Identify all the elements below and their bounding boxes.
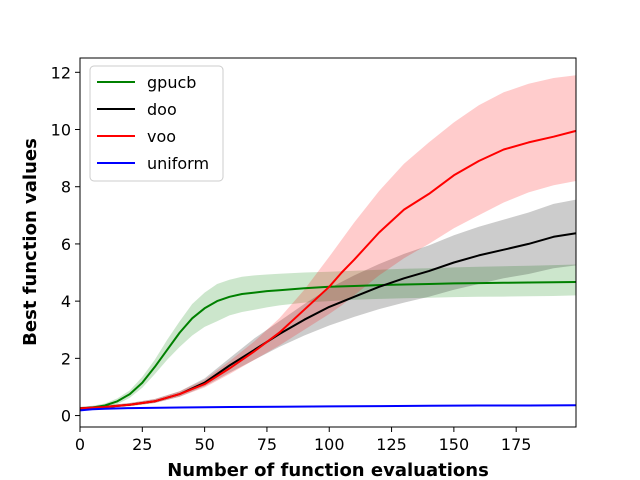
legend-label-gpucb: gpucb [147,73,196,92]
x-tick-label: 50 [194,435,214,454]
y-tick-label: 12 [51,63,71,82]
legend-label-doo: doo [147,100,177,119]
band-voo [80,75,576,410]
x-tick-label: 100 [314,435,345,454]
y-axis-ticks: 0 2 4 6 8 10 12 [51,63,80,426]
legend-box [89,65,224,182]
band-gpucb [80,264,576,410]
series-line-gpucb [79,281,577,410]
y-tick-label: 6 [61,235,71,254]
x-tick-label: 0 [75,435,85,454]
y-tick-label: 4 [61,292,71,311]
x-axis-ticks: 0 25 50 75 100 125 150 175 [75,427,532,454]
y-tick-label: 2 [61,349,71,368]
series-lines [79,129,577,412]
y-tick-label: 0 [61,407,71,426]
legend-label-voo: voo [147,127,176,146]
x-tick-label: 25 [132,435,152,454]
plot-frame [79,57,577,428]
y-tick-label: 8 [61,178,71,197]
y-axis-title: Best function values [20,138,41,346]
x-tick-label: 75 [257,435,277,454]
x-tick-label: 150 [439,435,470,454]
x-tick-label: 175 [501,435,532,454]
series-line-voo [79,129,577,410]
x-tick-label: 125 [376,435,407,454]
y-tick-label: 10 [51,121,71,140]
legend: gpucb doo voo uniform [89,65,224,182]
band-doo [80,199,576,410]
legend-label-uniform: uniform [147,154,209,173]
x-axis-title: Number of function evaluations [167,460,489,480]
series-line-uniform [79,404,577,412]
